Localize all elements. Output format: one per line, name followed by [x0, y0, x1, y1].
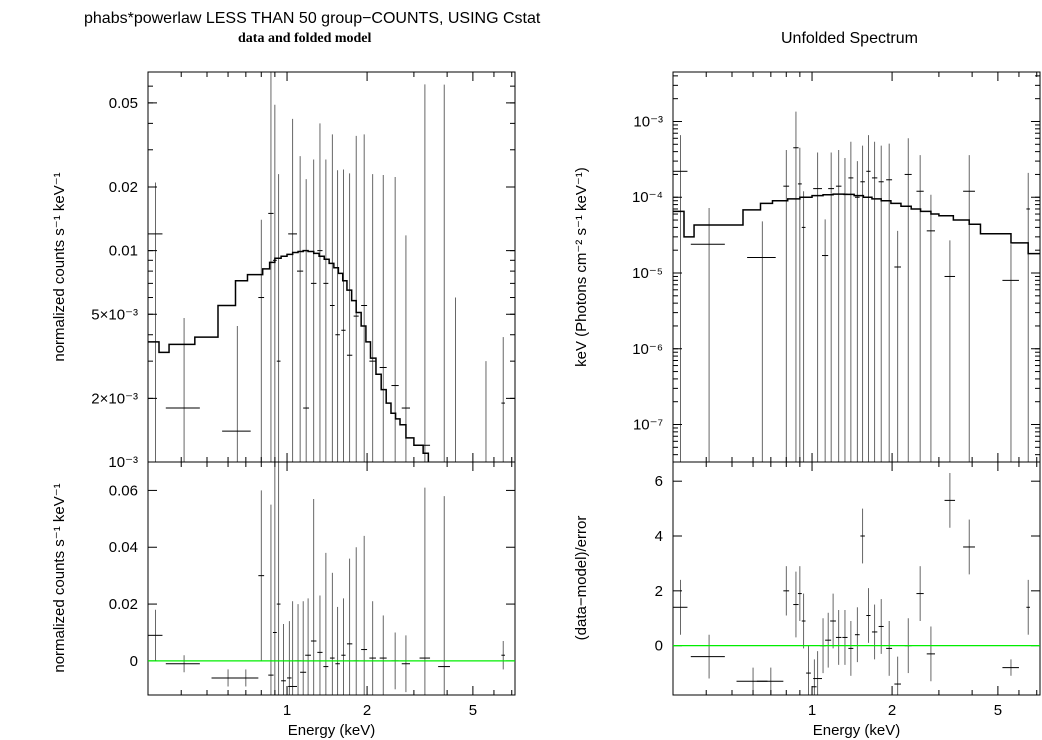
model-step-line — [148, 249, 430, 462]
right-chart-title: Unfolded Spectrum — [781, 30, 918, 47]
y-tick-label: 2 — [655, 583, 663, 600]
y-tick-label: 0 — [130, 653, 138, 670]
y-tick-label: 10⁻⁴ — [632, 189, 663, 206]
y-tick-label: 0.05 — [109, 95, 138, 112]
y-tick-label: 2×10⁻³ — [91, 390, 138, 407]
model-step-line — [673, 193, 1040, 255]
y-tick-label: 10⁻⁶ — [632, 341, 663, 358]
y-tick-label: 4 — [655, 528, 663, 545]
x-tick-label: 2 — [888, 702, 896, 719]
chart-title: phabs*powerlaw LESS THAN 50 group−COUNTS… — [84, 10, 541, 27]
x-tick-label: 2 — [363, 702, 371, 719]
x-tick-label: 1 — [808, 702, 816, 719]
panel-left-bottom: 1 2 5 0 0.02 0.04 0.06 normalized counts s⁻¹ ke… — [51, 461, 516, 739]
y-tick-label: 0.06 — [109, 482, 138, 499]
y-tick-label: 0.01 — [109, 243, 138, 260]
panel-right-bottom: 1 2 5 0 2 4 6 (data−model)/error Energy (keV) — [573, 461, 1041, 739]
panel-left-top: 2×10⁻³ 5×10⁻³ 0.01 0.02 0.05 10⁻³ normalized c… — [51, 71, 516, 471]
y-axis-label: keV (Photons cm⁻² s⁻¹ keV⁻¹) — [573, 167, 590, 367]
x-tick-label: 5 — [469, 702, 477, 719]
axes-frame — [147, 461, 516, 696]
y-tick-label: 0.04 — [109, 539, 138, 556]
y-corner-label: 10⁻³ — [108, 454, 138, 471]
panel-right-top: 10⁻⁷ 10⁻⁶ 10⁻⁵ 10⁻⁴ 10⁻³ keV (Photons cm⁻² s⁻… — [573, 71, 1041, 463]
axes-frame — [672, 71, 1041, 463]
y-tick-label: 10⁻⁵ — [632, 265, 663, 282]
y-tick-label: 0 — [655, 638, 663, 655]
x-tick-label: 5 — [994, 702, 1002, 719]
y-tick-label: 0.02 — [109, 596, 138, 613]
axes-frame — [672, 461, 1041, 696]
y-axis-label: (data−model)/error — [573, 516, 590, 641]
y-tick-label: 6 — [655, 473, 663, 490]
x-axis-label: Energy (keV) — [288, 722, 376, 739]
y-axis-label: normalized counts s⁻¹ keV⁻¹ — [51, 483, 68, 672]
y-axis-label: normalized counts s⁻¹ keV⁻¹ — [51, 172, 68, 361]
x-tick-label: 1 — [283, 702, 291, 719]
y-tick-label: 5×10⁻³ — [91, 306, 138, 323]
y-tick-label: 0.02 — [109, 179, 138, 196]
x-axis-label: Energy (keV) — [813, 722, 901, 739]
y-tick-label: 10⁻³ — [633, 113, 663, 130]
y-tick-label: 10⁻⁷ — [633, 417, 663, 434]
axes-frame — [147, 71, 516, 463]
chart-subtitle: data and folded model — [238, 31, 372, 46]
